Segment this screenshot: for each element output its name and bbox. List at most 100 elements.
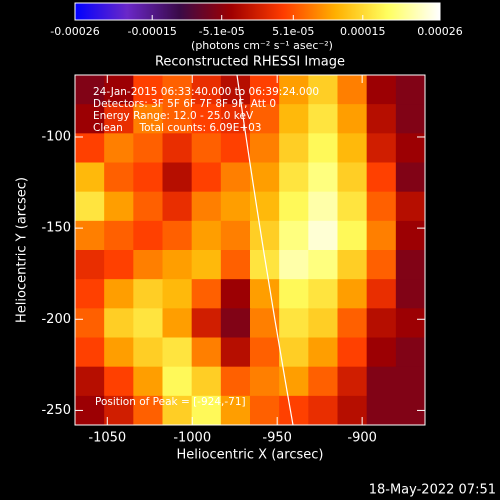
heatmap-cell bbox=[395, 133, 425, 163]
heatmap-cell bbox=[250, 104, 280, 134]
x-tick-label: -950 bbox=[262, 431, 292, 446]
heatmap-cell bbox=[279, 133, 309, 163]
heatmap-cell bbox=[162, 279, 193, 309]
heatmap-cell bbox=[104, 366, 134, 397]
heatmap-cell bbox=[250, 308, 280, 338]
heatmap-cell bbox=[250, 133, 280, 163]
heatmap-cell bbox=[75, 220, 105, 251]
colorbar-tick-label: -0.00026 bbox=[50, 25, 99, 38]
heatmap-cell bbox=[366, 279, 397, 309]
solar-limb bbox=[236, 75, 294, 425]
heatmap-cell bbox=[75, 337, 105, 368]
heatmap-cell bbox=[133, 162, 163, 193]
heatmap-cell bbox=[337, 366, 368, 397]
heatmap-cell bbox=[162, 133, 193, 163]
heatmap-cell bbox=[191, 75, 222, 105]
heatmap-cell bbox=[104, 104, 134, 134]
heatmap-cell bbox=[395, 308, 425, 338]
heatmap-cell bbox=[220, 250, 251, 280]
colorbar-tick-label: 5.1e-05 bbox=[272, 25, 314, 38]
heatmap-cell bbox=[104, 220, 134, 251]
heatmap-cell bbox=[104, 133, 134, 163]
heatmap-cell bbox=[279, 395, 309, 425]
heatmap-cell bbox=[308, 162, 338, 193]
heatmap-cell bbox=[366, 133, 397, 163]
heatmap-cell bbox=[162, 395, 193, 425]
colorbar-tick-label: 0.00015 bbox=[340, 25, 386, 38]
heatmap-cell bbox=[75, 279, 105, 309]
heatmap-cell bbox=[162, 308, 193, 338]
colorbar-tick-label: -5.1e-05 bbox=[199, 25, 245, 38]
heatmap-cell bbox=[308, 250, 338, 280]
heatmap-cell bbox=[220, 220, 251, 251]
heatmap-cell bbox=[337, 104, 368, 134]
heatmap-cell bbox=[162, 191, 193, 222]
heatmap-cell bbox=[250, 337, 280, 368]
heatmap-cell bbox=[250, 250, 280, 280]
heatmap-cell bbox=[366, 250, 397, 280]
heatmap-cell bbox=[220, 75, 251, 105]
heatmap-cell bbox=[279, 279, 309, 309]
y-tick-label: -100 bbox=[41, 129, 71, 144]
heatmap-cell bbox=[395, 191, 425, 222]
annotation: Clean Total counts: 6.09E+03 bbox=[93, 122, 262, 134]
heatmap-cell bbox=[395, 337, 425, 368]
heatmap-cell bbox=[191, 366, 222, 397]
y-tick-label: -200 bbox=[41, 312, 71, 327]
heatmap-cell bbox=[191, 279, 222, 309]
heatmap-cell bbox=[220, 337, 251, 368]
colorbar-tick-label: -0.00015 bbox=[127, 25, 176, 38]
heatmap-cell bbox=[366, 104, 397, 134]
heatmap-cell bbox=[395, 279, 425, 309]
heatmap-cell bbox=[337, 337, 368, 368]
heatmap-cell bbox=[220, 133, 251, 163]
heatmap-cell bbox=[337, 191, 368, 222]
heatmap-cell bbox=[279, 220, 309, 251]
heatmap-cell bbox=[337, 395, 368, 425]
heatmap-cell bbox=[395, 162, 425, 193]
heatmap-cell bbox=[308, 220, 338, 251]
heatmap-cell bbox=[337, 133, 368, 163]
heatmap-cell bbox=[75, 250, 105, 280]
heatmap-cell bbox=[191, 133, 222, 163]
heatmap-cell bbox=[191, 104, 222, 134]
heatmap-cell bbox=[104, 162, 134, 193]
heatmap-cell bbox=[395, 250, 425, 280]
y-axis-label: Heliocentric Y (arcsec) bbox=[15, 177, 30, 323]
heatmap-cell bbox=[250, 75, 280, 105]
heatmap-cell bbox=[162, 220, 193, 251]
heatmap-cell bbox=[279, 250, 309, 280]
heatmap-cell bbox=[308, 337, 338, 368]
heatmap-cell bbox=[191, 162, 222, 193]
heatmap-cell bbox=[75, 191, 105, 222]
x-tick-label: -900 bbox=[347, 431, 377, 446]
heatmap-cell bbox=[395, 104, 425, 134]
heatmap-cell bbox=[279, 162, 309, 193]
heatmap-cell bbox=[104, 191, 134, 222]
heatmap-cell bbox=[250, 395, 280, 425]
heatmap-cell bbox=[395, 75, 425, 105]
heatmap-cell bbox=[162, 250, 193, 280]
heatmap-cell bbox=[220, 279, 251, 309]
heatmap-cell bbox=[366, 75, 397, 105]
heatmap-cell bbox=[133, 220, 163, 251]
heatmap-cell bbox=[337, 308, 368, 338]
heatmap-cell bbox=[279, 75, 309, 105]
heatmap-cell bbox=[133, 395, 163, 425]
heatmap-cell bbox=[366, 191, 397, 222]
heatmap-cell bbox=[133, 279, 163, 309]
heatmap-cell bbox=[104, 395, 134, 425]
heatmap-cell bbox=[75, 162, 105, 193]
heatmap-cell bbox=[308, 75, 338, 105]
heatmap-cell bbox=[162, 366, 193, 397]
x-tick-label: -1000 bbox=[173, 431, 211, 446]
heatmap-cell bbox=[366, 162, 397, 193]
heatmap-cell bbox=[250, 220, 280, 251]
colorbar bbox=[74, 2, 441, 21]
heatmap-cell bbox=[104, 250, 134, 280]
x-axis-label: Heliocentric X (arcsec) bbox=[177, 448, 324, 463]
heatmap-cell bbox=[279, 104, 309, 134]
heatmap-cell bbox=[395, 220, 425, 251]
heatmap-cell bbox=[75, 75, 105, 105]
